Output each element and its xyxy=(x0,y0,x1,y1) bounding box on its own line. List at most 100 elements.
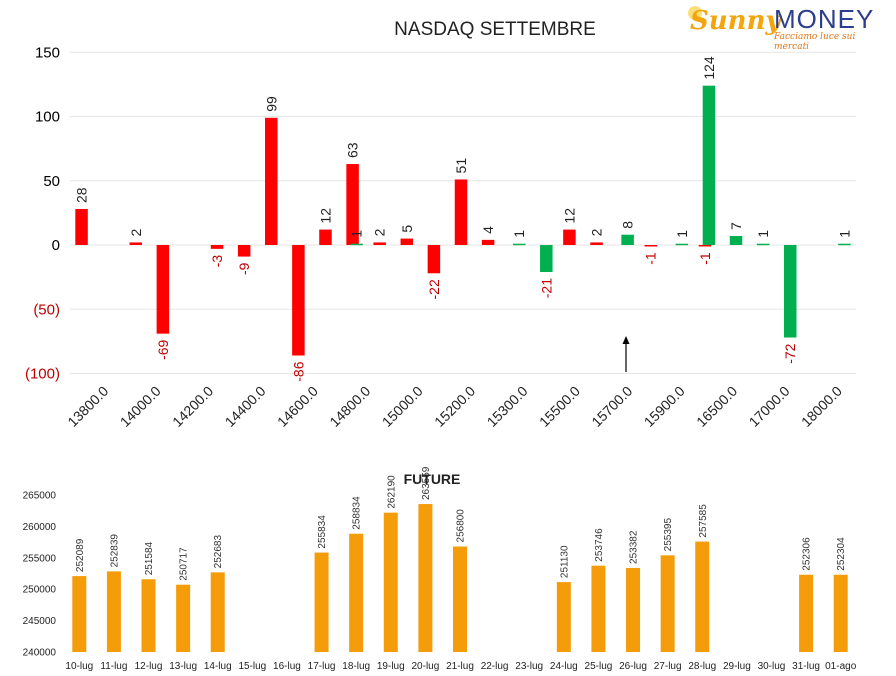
data-label: 2 xyxy=(128,228,144,236)
data-label: 1 xyxy=(836,230,852,238)
data-label: 28 xyxy=(74,187,90,203)
x-tick-label: 30-lug xyxy=(758,661,786,672)
x-tick-label: 14000.0 xyxy=(117,383,164,430)
bar-green xyxy=(350,243,363,246)
x-tick-label: 14800.0 xyxy=(326,383,373,430)
data-label: 12 xyxy=(561,208,577,224)
future-data-label: 256800 xyxy=(456,509,467,543)
x-tick-label: 28-lug xyxy=(688,661,716,672)
y-tick-label: 150 xyxy=(35,44,60,61)
y-tick-label: (50) xyxy=(33,301,60,318)
bar-red xyxy=(644,245,657,247)
future-chart: FUTURE 265000 260000 255000 250000 245000 2400… xyxy=(23,466,857,672)
bar-red xyxy=(156,245,170,334)
x-tick-label: 12-lug xyxy=(135,661,163,672)
bar-red xyxy=(563,229,576,245)
bar-green xyxy=(675,243,689,246)
future-data-label: 252306 xyxy=(802,537,813,571)
future-data-label: 263559 xyxy=(421,466,432,500)
y-tick-label: 240000 xyxy=(23,648,57,659)
bar-red xyxy=(454,179,468,245)
y-tick-label: 100 xyxy=(35,109,60,126)
data-label: 12 xyxy=(317,208,333,224)
x-tick-label: 15700.0 xyxy=(588,383,635,430)
data-label: 1 xyxy=(511,230,527,238)
x-tick-label: 22-lug xyxy=(481,661,509,672)
data-label: 99 xyxy=(263,96,279,112)
future-bar xyxy=(72,576,87,652)
future-bar xyxy=(210,572,225,652)
future-data-label: 253382 xyxy=(629,530,640,564)
bar-red xyxy=(265,117,278,245)
x-tick-label: 14400.0 xyxy=(222,383,269,430)
future-data-label: 255834 xyxy=(317,515,328,549)
data-label: 4 xyxy=(480,226,496,234)
data-label: 2 xyxy=(589,228,605,236)
x-tick-label: 10-lug xyxy=(65,661,93,672)
future-data-label: 253746 xyxy=(594,528,605,562)
bar-red xyxy=(292,245,305,356)
data-label: -86 xyxy=(290,361,306,381)
future-data-label: 251584 xyxy=(144,541,155,575)
bar-red xyxy=(129,242,143,245)
logo-money-text: MONEY xyxy=(774,4,875,34)
future-bar xyxy=(695,541,710,652)
future-bar xyxy=(660,555,675,652)
y-tick-label: 250000 xyxy=(23,585,57,596)
future-data-label: 252304 xyxy=(836,537,847,571)
x-tick-label: 31-lug xyxy=(792,661,820,672)
data-label: 51 xyxy=(453,158,469,174)
data-label: 124 xyxy=(701,56,717,80)
future-bar xyxy=(556,582,571,652)
x-tick-label: 25-lug xyxy=(585,661,613,672)
y-tick-label: 265000 xyxy=(23,491,57,502)
bar-red xyxy=(319,229,332,245)
x-tick-label: 01-ago xyxy=(825,661,857,672)
bar-green xyxy=(783,245,797,338)
future-bar xyxy=(176,584,191,652)
bar-green xyxy=(512,243,526,246)
data-label: 8 xyxy=(620,221,636,229)
future-data-label: 252839 xyxy=(109,534,120,568)
future-bar xyxy=(591,565,606,652)
x-tick-label: 15000.0 xyxy=(379,383,426,430)
future-bar xyxy=(349,533,364,652)
bar-red xyxy=(590,242,603,245)
data-label: 1 xyxy=(349,230,365,238)
future-data-label: 252683 xyxy=(213,535,224,569)
nasdaq-strike-chart: NASDAQ SETTEMBRE150100500(50)(100)282-69… xyxy=(25,19,856,430)
x-tick-label: 11-lug xyxy=(100,661,127,672)
data-label: -1 xyxy=(643,252,659,265)
bar-red xyxy=(427,245,441,274)
y-tick-label: 0 xyxy=(52,237,60,254)
y-tick-label: 50 xyxy=(43,173,60,190)
y-tick-label: 245000 xyxy=(23,616,57,627)
x-tick-label: 15-lug xyxy=(238,661,266,672)
sun-icon xyxy=(688,6,702,20)
x-tick-label: 13800.0 xyxy=(64,383,111,430)
x-tick-label: 15500.0 xyxy=(536,383,583,430)
sunny-money-logo: Sunny MONEY Facciamo luce sui mercati xyxy=(688,4,890,52)
x-tick-label: 24-lug xyxy=(550,661,578,672)
data-label: -21 xyxy=(538,278,554,298)
x-tick-label: 13-lug xyxy=(169,661,197,672)
x-tick-label: 27-lug xyxy=(654,661,682,672)
y-tick-label: 255000 xyxy=(23,553,57,564)
data-label: 2 xyxy=(372,228,388,236)
data-label: -9 xyxy=(236,262,252,275)
future-bar xyxy=(383,512,398,652)
x-tick-label: 14600.0 xyxy=(274,383,321,430)
x-tick-label: 16-lug xyxy=(273,661,301,672)
data-label: 1 xyxy=(674,230,690,238)
logo-tagline: Facciamo luce sui mercati xyxy=(774,32,856,52)
x-tick-label: 21-lug xyxy=(446,661,474,672)
x-tick-label: 20-lug xyxy=(411,661,439,672)
future-data-label: 251130 xyxy=(559,545,570,578)
bar-red xyxy=(210,245,224,249)
future-data-label: 262190 xyxy=(386,475,397,509)
x-tick-label: 15900.0 xyxy=(641,383,688,430)
x-tick-label: 18000.0 xyxy=(798,383,845,430)
future-bar xyxy=(314,552,329,652)
data-label: -1 xyxy=(697,252,713,265)
y-tick-label: 260000 xyxy=(23,522,57,533)
